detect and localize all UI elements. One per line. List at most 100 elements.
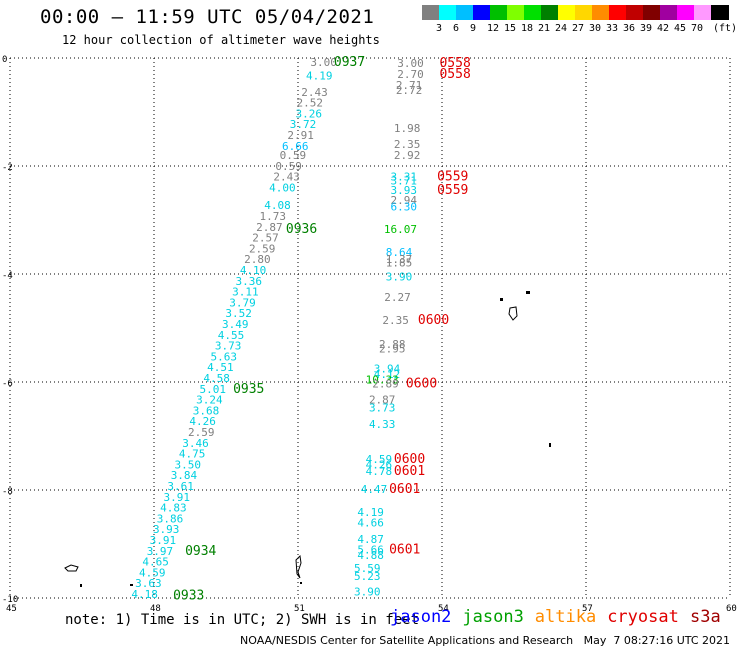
wave-height-value: 3.31: [391, 171, 418, 184]
wave-height-value: 3.24: [196, 394, 223, 407]
islet-1: [500, 298, 503, 301]
legend-swatch: [575, 5, 593, 20]
wave-height-value: 2.80: [244, 253, 271, 266]
wave-height-value: 3.73: [215, 340, 242, 353]
pass-time: 0935: [233, 382, 264, 397]
wave-height-value: 2.95: [379, 342, 406, 355]
wave-height-value: 5.63: [211, 350, 238, 363]
land-features: [64, 291, 551, 587]
lon-tick-label: 57: [582, 604, 593, 614]
wave-height-value: 2.87: [369, 394, 396, 407]
pass-time: 0559: [437, 170, 468, 185]
lon-tick-label: 48: [150, 604, 161, 614]
lat-tick-label: -4: [2, 271, 13, 281]
lat-tick-label: -10: [2, 595, 18, 605]
axis-labels: 45 48 51 54 57 60 0 -2 -4 -6 -8 -10: [2, 55, 737, 614]
wave-height-value: 4.19: [306, 70, 333, 83]
satellite-label-s3a: s3a: [690, 607, 721, 627]
legend-label: 42: [657, 23, 670, 34]
wave-height-value: 2.71: [396, 79, 423, 92]
wave-height-value: 1.98: [394, 122, 421, 135]
pass-time: 0601: [394, 464, 425, 479]
legend-swatch: [609, 5, 627, 20]
wave-height-value: 4.51: [207, 361, 234, 374]
pass-time: 0558: [439, 67, 470, 82]
legend-label: 36: [623, 23, 636, 34]
pass-time: 0600: [406, 376, 437, 391]
wave-height-value: 0.59: [280, 149, 307, 162]
legend-label: 33: [606, 23, 619, 34]
wave-height-value: 2.89: [372, 377, 399, 390]
legend-label: 45: [674, 23, 687, 34]
wave-height-value: 4.10: [240, 264, 267, 277]
wave-height-value: 3.36: [236, 275, 263, 288]
legend-swatch: [473, 5, 491, 20]
wave-height-value: 0.59: [275, 160, 302, 173]
legend-swatch: [643, 5, 661, 20]
wave-height-value: 4.26: [189, 415, 216, 428]
wave-height-value: 4.75: [179, 448, 206, 461]
wave-height-value: 4.83: [160, 502, 187, 515]
wave-height-value: 3.94: [374, 362, 401, 375]
wave-height-value: 4.12: [374, 368, 401, 381]
legend-swatch: [711, 5, 729, 20]
legend-label: 3: [436, 23, 443, 34]
wave-height-value: 1.85: [386, 256, 413, 269]
legend-label: 6: [453, 23, 460, 34]
islet-4: [80, 584, 82, 587]
legend-swatch: [439, 5, 457, 20]
wave-height-value: 4.33: [369, 418, 396, 431]
island-madagascar-coast: [295, 554, 302, 579]
wave-height-value: 3.26: [296, 107, 323, 120]
wave-height-value: 3.84: [171, 469, 198, 482]
wave-height-labels: 3.004.192.432.523.263.722.916.660.590.59…: [131, 56, 423, 601]
wave-height-value: 3.63: [135, 577, 162, 590]
wave-height-value: 3.46: [182, 437, 209, 450]
wave-height-value: 3.91: [164, 491, 191, 504]
wave-height-value: 3.11: [232, 286, 259, 299]
pass-time: 0934: [185, 544, 216, 559]
wave-height-value: 5.01: [200, 383, 227, 396]
satellite-label-jason2: jason2: [390, 607, 452, 627]
wave-height-value: 3.90: [354, 585, 381, 598]
lon-tick-label: 54: [438, 604, 449, 614]
legend-label: 27: [572, 23, 585, 34]
legend-swatch: [490, 5, 508, 20]
page-subtitle: 12 hour collection of altimeter wave hei…: [62, 33, 380, 47]
wave-height-value: 4.08: [264, 199, 291, 212]
wave-height-value: 3.86: [157, 512, 184, 525]
wave-height-value: 3.73: [369, 402, 396, 415]
pass-time: 0601: [389, 482, 420, 497]
lon-tick-label: 45: [6, 604, 17, 614]
legend-label: 18: [521, 23, 534, 34]
wave-height-value: 4.19: [357, 506, 384, 519]
legend-swatch: [660, 5, 678, 20]
satellite-label-cryosat: cryosat: [607, 607, 679, 627]
pass-time: 0601: [389, 543, 420, 558]
wave-height-value: 2.70: [397, 68, 424, 81]
legend-label: 70: [691, 23, 704, 34]
island-comoros-east: [508, 306, 518, 321]
wave-height-value: 4.26: [366, 458, 393, 471]
wave-height-value: 3.91: [150, 534, 177, 547]
wave-height-value: 3.61: [167, 480, 194, 493]
wave-height-value: 3.49: [222, 318, 249, 331]
wave-height-value: 6.30: [391, 200, 418, 213]
island-comoros-west: [64, 564, 79, 572]
wave-height-value: 3.68: [193, 404, 220, 417]
pass-time: 0559: [437, 183, 468, 198]
legend-label: 21: [538, 23, 551, 34]
wave-height-value: 4.00: [269, 181, 296, 194]
wave-height-value: 4.78: [366, 465, 393, 478]
legend-label: 39: [640, 23, 653, 34]
wave-height-value: 16.07: [384, 223, 417, 236]
wave-height-value: 4.59: [139, 566, 166, 579]
pass-time: 0558: [439, 56, 470, 71]
legend-label: 9: [470, 23, 477, 34]
wave-height-value: 5.59: [354, 562, 381, 575]
lon-tick-label: 60: [726, 604, 737, 614]
wave-height-value: 2.92: [394, 149, 421, 162]
wave-height-value: 3.50: [175, 458, 202, 471]
pass-time: 0933: [173, 589, 204, 604]
